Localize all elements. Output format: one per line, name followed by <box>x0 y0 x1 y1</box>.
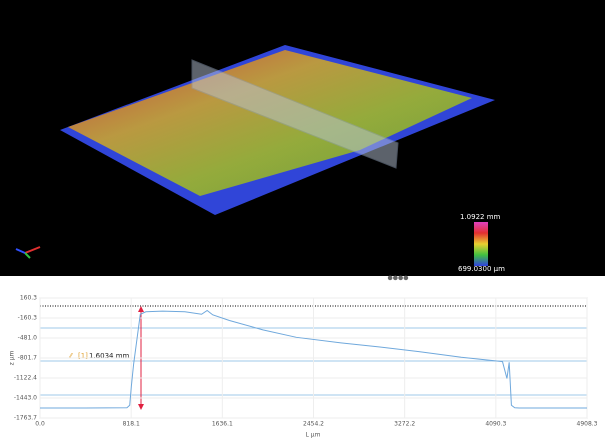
annotation-text: 1.6034 mm <box>89 352 130 360</box>
y-tick-label: -1443.0 <box>14 394 37 401</box>
x-tick-label: 818.1 <box>123 421 140 428</box>
y-axis-label: z μm <box>9 350 16 365</box>
x-axis-label: L μm <box>306 432 321 439</box>
y-tick-label: -1122.4 <box>14 375 37 382</box>
y-tick-label: -801.7 <box>18 355 38 362</box>
scale-min: 699.0300 μm <box>458 265 505 273</box>
y-tick-label: 160.3 <box>20 295 37 302</box>
arrow-head <box>138 404 144 410</box>
x-tick-label: 0.0 <box>35 421 45 428</box>
arrow-head <box>138 306 144 312</box>
x-tick-label: 4090.3 <box>485 421 506 428</box>
axis-gizmo <box>15 246 41 259</box>
x-tick-label: 2454.2 <box>303 421 324 428</box>
y-tick-label: -481.0 <box>18 334 38 341</box>
chart-panel <box>0 276 605 442</box>
x-tick-label: 4908.3 <box>577 421 598 428</box>
x-tick-label: 3272.2 <box>394 421 415 428</box>
x-tick-label: 1636.1 <box>212 421 233 428</box>
profile-line <box>40 309 587 409</box>
annotation-icon: ⁄⁄ <box>68 353 74 360</box>
color-scale <box>474 222 488 266</box>
cut-plane <box>191 59 399 169</box>
surface <box>68 50 472 196</box>
splitter[interactable]: ●●●● <box>388 275 409 282</box>
y-tick-label: -1763.7 <box>14 415 37 422</box>
y-tick-label: -160.3 <box>18 314 38 321</box>
scale-max: 1.0922 mm <box>460 213 501 221</box>
annotation-id: [1] <box>78 352 88 360</box>
